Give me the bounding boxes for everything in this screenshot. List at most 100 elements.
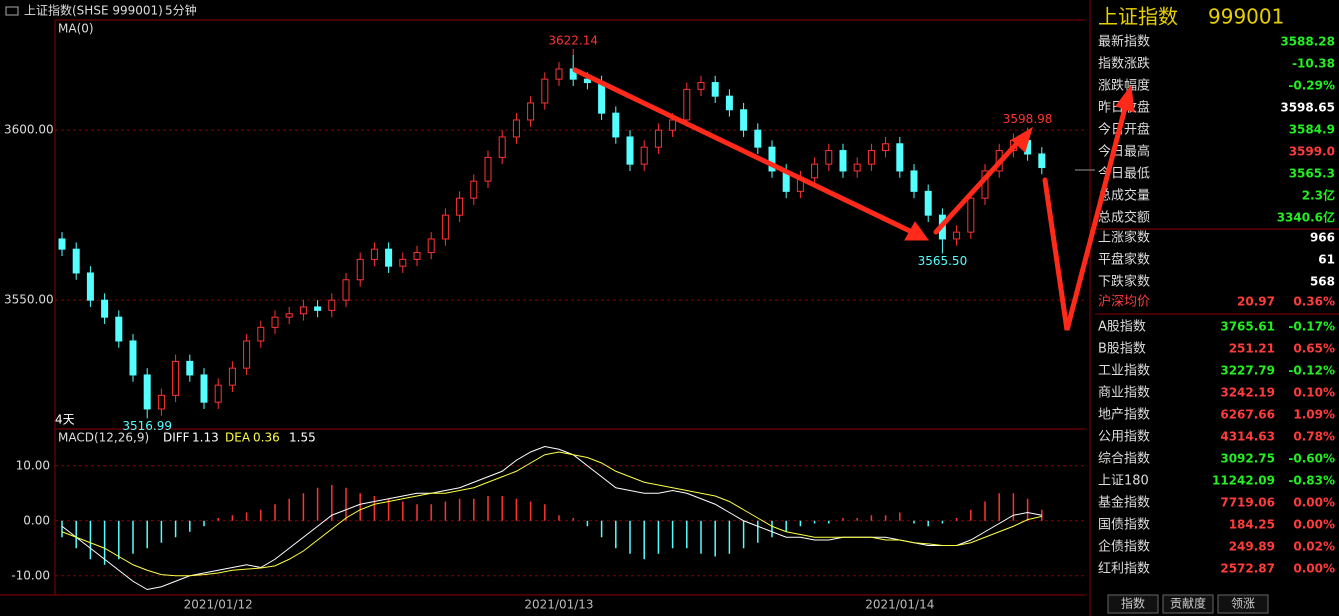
candle-body bbox=[214, 384, 222, 403]
avg-value: 20.97 bbox=[1237, 295, 1275, 309]
index-name: A股指数 bbox=[1098, 320, 1146, 335]
symbol[interactable]: 上证指数(SHSE 999001) bbox=[24, 3, 163, 18]
candle-body bbox=[470, 180, 478, 199]
annotation-label: 3622.14 bbox=[548, 33, 598, 47]
x-tick-label: 2021/01/13 bbox=[524, 598, 593, 612]
candle-body bbox=[86, 272, 94, 301]
index-value: 251.21 bbox=[1229, 342, 1275, 356]
candle-body bbox=[626, 136, 634, 165]
candle-body bbox=[342, 279, 350, 301]
row-value: 3340.6亿 bbox=[1277, 210, 1335, 225]
candle-body bbox=[356, 258, 364, 281]
annotation-label: 3598.98 bbox=[1003, 112, 1053, 126]
ma-label[interactable]: MA(0) bbox=[58, 22, 94, 36]
candle-body bbox=[456, 197, 464, 216]
candle-body bbox=[711, 82, 719, 97]
avg-label: 沪深均价 bbox=[1098, 294, 1150, 310]
candle-body bbox=[413, 252, 421, 260]
index-name: 综合指数 bbox=[1098, 452, 1150, 467]
quote-title: 上证指数 bbox=[1098, 5, 1178, 29]
diff-name: DIFF bbox=[163, 431, 190, 445]
avg-change: 0.36% bbox=[1293, 295, 1335, 309]
index-change: 0.00% bbox=[1293, 496, 1335, 510]
index-change: -0.83% bbox=[1288, 474, 1335, 488]
index-name: B股指数 bbox=[1098, 342, 1146, 357]
row-value: 3584.9 bbox=[1289, 123, 1335, 137]
candle-body bbox=[740, 109, 748, 131]
plot: 3600.00 3550.00 2021/01/12 2021/01/13 2021/0… bbox=[4, 33, 1085, 612]
tab[interactable] bbox=[1217, 594, 1269, 614]
window-icon bbox=[5, 6, 19, 16]
row-label: 下跌家数 bbox=[1098, 274, 1150, 290]
candle-body bbox=[441, 214, 449, 240]
candle-body bbox=[370, 248, 378, 260]
quote-code: 999001 bbox=[1208, 5, 1284, 29]
tab-label[interactable]: 领涨 bbox=[1231, 596, 1255, 611]
candle-body bbox=[115, 316, 123, 342]
candle-body bbox=[200, 374, 208, 403]
tab[interactable] bbox=[1162, 594, 1214, 614]
candle-body bbox=[896, 143, 904, 172]
dea-name: DEA bbox=[225, 431, 251, 445]
index-change: 1.09% bbox=[1293, 408, 1335, 422]
candle-body bbox=[654, 129, 662, 148]
diff-line bbox=[61, 445, 1042, 591]
annotation-label: 3516.99 bbox=[122, 419, 172, 433]
x-tick-label: 2021/01/12 bbox=[184, 598, 253, 612]
row-value: 966 bbox=[1310, 231, 1335, 245]
row-label: 今日开盘 bbox=[1098, 122, 1150, 138]
tab[interactable] bbox=[1107, 594, 1159, 614]
index-name: 地产指数 bbox=[1098, 408, 1150, 423]
macd-tick-label: -10.00 bbox=[11, 568, 50, 582]
candle-body bbox=[385, 248, 393, 267]
row-value: 3588.28 bbox=[1280, 35, 1335, 49]
index-value: 6267.66 bbox=[1220, 408, 1275, 422]
x-tick-label: 2021/01/14 bbox=[865, 598, 934, 612]
candle-body bbox=[825, 150, 833, 165]
candle-body bbox=[910, 170, 918, 192]
tab-label[interactable]: 贡献度 bbox=[1170, 596, 1206, 611]
annotation-label: 3565.50 bbox=[918, 254, 968, 268]
row-label: 平盘家数 bbox=[1098, 252, 1150, 268]
index-value: 3242.19 bbox=[1220, 386, 1275, 400]
tab-label[interactable]: 指数 bbox=[1121, 596, 1145, 611]
index-name: 上证180 bbox=[1098, 474, 1149, 489]
row-label: 今日最高 bbox=[1098, 144, 1150, 160]
candle-body bbox=[299, 306, 307, 315]
row-label: 最新指数 bbox=[1098, 34, 1150, 50]
index-value: 11242.09 bbox=[1212, 474, 1275, 488]
index-value: 184.25 bbox=[1229, 518, 1275, 532]
quote-panel: 上证指数 999001 最新指数 3588.28 指数涨跌 -10.38 涨跌幅度 -0.29… bbox=[1098, 5, 1335, 614]
candle-body bbox=[1038, 153, 1046, 169]
period[interactable]: 5分钟 bbox=[165, 3, 197, 18]
index-value: 249.89 bbox=[1229, 540, 1275, 554]
index-name: 工业指数 bbox=[1098, 364, 1150, 379]
candle-body bbox=[768, 146, 776, 172]
candle-body bbox=[697, 82, 705, 90]
index-value: 4314.63 bbox=[1220, 430, 1275, 444]
candle-body bbox=[58, 238, 66, 250]
diff-last: 1.13 bbox=[192, 431, 219, 445]
index-name: 公用指数 bbox=[1098, 430, 1150, 445]
index-value: 3765.61 bbox=[1220, 320, 1275, 334]
candle-body bbox=[640, 146, 648, 165]
candle-body bbox=[512, 119, 520, 138]
candle-body bbox=[186, 360, 194, 376]
candle-body bbox=[953, 231, 961, 240]
index-value: 3227.79 bbox=[1220, 364, 1275, 378]
annotation-arrows bbox=[572, 67, 1135, 331]
span-label: 4天 bbox=[55, 413, 75, 427]
index-change: 0.00% bbox=[1293, 562, 1335, 576]
index-value: 2572.87 bbox=[1220, 562, 1275, 576]
candle-body bbox=[101, 299, 109, 318]
candle-body bbox=[243, 340, 251, 369]
candle-body bbox=[257, 326, 265, 342]
row-value: 3565.3 bbox=[1289, 167, 1335, 181]
row-value: 2.3亿 bbox=[1302, 188, 1335, 203]
row-value: 568 bbox=[1310, 275, 1335, 289]
candle-body bbox=[285, 313, 293, 318]
macd-title[interactable]: MACD(12,26,9) bbox=[58, 431, 149, 445]
candle-body bbox=[172, 360, 180, 396]
candle-body bbox=[725, 95, 733, 111]
